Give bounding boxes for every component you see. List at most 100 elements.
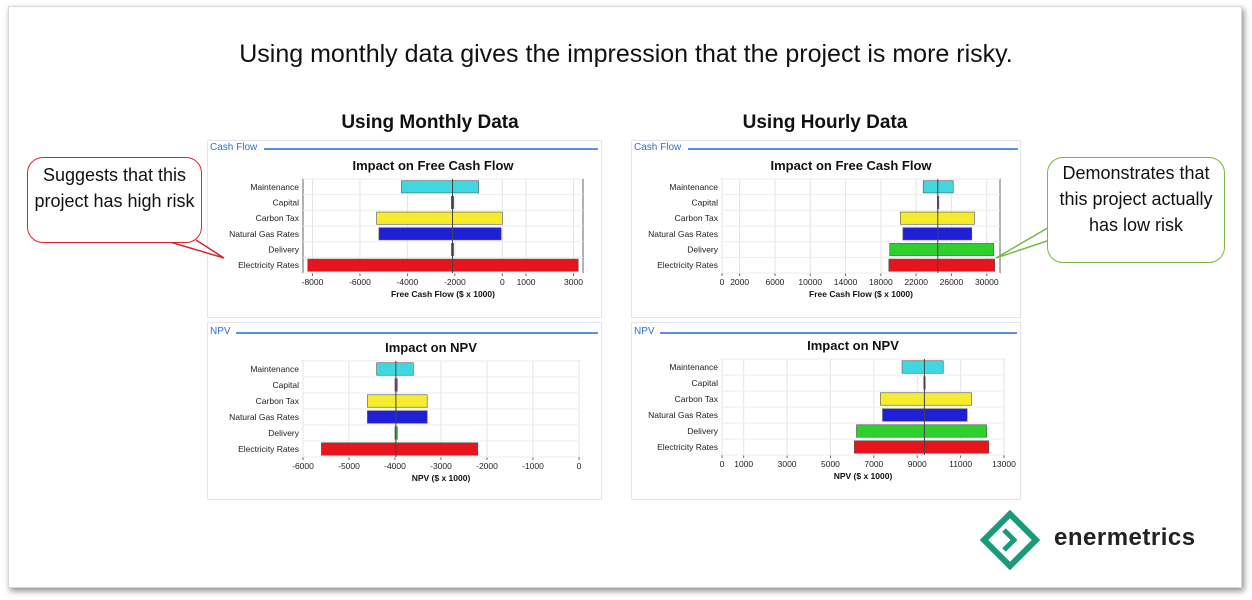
x-axis-label: NPV ($ x 1000) bbox=[834, 471, 893, 481]
panel-rule bbox=[688, 148, 1018, 150]
tick-label: 7000 bbox=[864, 459, 883, 469]
tick-label: 6000 bbox=[765, 277, 784, 287]
x-axis-label: Free Cash Flow ($ x 1000) bbox=[809, 289, 913, 299]
section-heading-hourly: Using Hourly Data bbox=[742, 112, 908, 133]
tick-label: 1000 bbox=[734, 459, 753, 469]
tick-label: 2000 bbox=[730, 277, 749, 287]
callout-low-risk: Demonstrates that this project actually … bbox=[1047, 157, 1225, 263]
tick-label: -2000 bbox=[444, 277, 466, 287]
panel-rule bbox=[660, 332, 1017, 334]
category-label: Natural Gas Rates bbox=[648, 229, 718, 239]
category-label: Capital bbox=[692, 198, 719, 208]
tick-label: 9000 bbox=[908, 459, 927, 469]
bar-maintenance bbox=[376, 362, 414, 376]
bar-electricity-rates bbox=[321, 442, 479, 456]
category-label: Maintenance bbox=[250, 182, 299, 192]
tick-label: 30000 bbox=[975, 277, 999, 287]
category-label: Maintenance bbox=[250, 364, 299, 374]
category-label: Capital bbox=[692, 378, 719, 388]
category-label: Carbon Tax bbox=[256, 396, 300, 406]
bar-carbon-tax bbox=[376, 211, 503, 225]
tick-label: 0 bbox=[500, 277, 505, 287]
chart-monthly-npv: Impact on NPV -6000 -5000 -4000 -3000 -2000 -1… bbox=[229, 340, 582, 483]
category-label: Carbon Tax bbox=[675, 394, 719, 404]
chart-title: Impact on Free Cash Flow bbox=[352, 158, 514, 173]
tick-label: -6000 bbox=[292, 461, 314, 471]
tick-label: 0 bbox=[720, 277, 725, 287]
chart-title: Impact on NPV bbox=[807, 338, 899, 353]
category-label: Capital bbox=[273, 198, 300, 208]
slide-frame bbox=[8, 6, 1242, 588]
panel-tab-npv[interactable]: NPV bbox=[634, 326, 655, 337]
tick-label: -5000 bbox=[338, 461, 360, 471]
tick-label: 3000 bbox=[564, 277, 583, 287]
panel-tab-cash-flow[interactable]: Cash Flow bbox=[634, 142, 682, 153]
category-label: Electricity Rates bbox=[238, 444, 299, 454]
tick-label: -4000 bbox=[397, 277, 419, 287]
category-label: Natural Gas Rates bbox=[648, 410, 718, 420]
category-label: Delivery bbox=[687, 245, 718, 255]
tick-label: -3000 bbox=[430, 461, 452, 471]
enermetrics-logo-mark-icon bbox=[980, 510, 1040, 570]
chart-title: Impact on NPV bbox=[385, 340, 477, 355]
panel-monthly-npv: NPV Impact on NPV -6000 -5000 -4000 -3000 -20… bbox=[207, 322, 602, 500]
category-label: Electricity Rates bbox=[238, 260, 299, 270]
category-label: Delivery bbox=[268, 428, 299, 438]
tick-label: 5000 bbox=[821, 459, 840, 469]
bar-electricity-rates bbox=[888, 258, 996, 272]
tick-label: -4000 bbox=[384, 461, 406, 471]
panel-hourly-cash-flow: Cash Flow Impact on Free Cash Flow 0 2000 6… bbox=[631, 140, 1021, 318]
chart-hourly-npv: Impact on NPV 0 1000 3000 5000 7000 9000 11000 1… bbox=[648, 338, 1016, 481]
chart-title: Impact on Free Cash Flow bbox=[770, 158, 932, 173]
tick-label: -8000 bbox=[302, 277, 324, 287]
category-label: Natural Gas Rates bbox=[229, 229, 299, 239]
x-axis-label: NPV ($ x 1000) bbox=[412, 473, 471, 483]
category-label: Maintenance bbox=[669, 182, 718, 192]
tick-label: 14000 bbox=[834, 277, 858, 287]
callout-high-risk: Suggests that this project has high risk bbox=[27, 157, 202, 243]
panel-tab-npv[interactable]: NPV bbox=[210, 326, 231, 337]
tick-label: -6000 bbox=[349, 277, 371, 287]
x-axis-label: Free Cash Flow ($ x 1000) bbox=[391, 289, 495, 299]
tick-label: 22000 bbox=[904, 277, 928, 287]
bar-delivery bbox=[889, 243, 995, 256]
enermetrics-logo-text: enermetrics bbox=[1054, 524, 1196, 551]
bar-maintenance bbox=[401, 180, 479, 194]
slide-title: Using monthly data gives the impression … bbox=[239, 40, 1013, 68]
category-label: Maintenance bbox=[669, 362, 718, 372]
panel-monthly-cash-flow: Cash Flow Impact on Free Cash Flow -8000 -… bbox=[207, 140, 602, 318]
bar-delivery bbox=[856, 424, 987, 438]
category-label: Electricity Rates bbox=[657, 260, 718, 270]
category-label: Carbon Tax bbox=[256, 213, 300, 223]
tick-label: 0 bbox=[577, 461, 582, 471]
panel-rule bbox=[264, 148, 598, 150]
tick-label: -1000 bbox=[522, 461, 544, 471]
bar-electricity-rates bbox=[307, 258, 579, 272]
enermetrics-logo: enermetrics bbox=[980, 510, 1220, 570]
chart-hourly-fcf: Impact on Free Cash Flow 0 2000 6000 10000 14… bbox=[648, 158, 1001, 299]
panel-tab-cash-flow[interactable]: Cash Flow bbox=[210, 142, 258, 153]
tick-label: 18000 bbox=[869, 277, 893, 287]
tick-label: 1000 bbox=[517, 277, 536, 287]
category-label: Carbon Tax bbox=[675, 213, 719, 223]
category-label: Capital bbox=[273, 380, 300, 390]
bar-natural-gas-rates bbox=[367, 410, 428, 424]
panel-hourly-npv: NPV Impact on NPV 0 1000 3000 5000 7000 9000 11… bbox=[631, 322, 1021, 500]
tick-label: -2000 bbox=[476, 461, 498, 471]
category-label: Electricity Rates bbox=[657, 442, 718, 452]
panel-rule bbox=[236, 332, 598, 334]
chart-monthly-fcf: Impact on Free Cash Flow -8000 -6000 -4000 -… bbox=[229, 158, 584, 299]
tick-label: 26000 bbox=[940, 277, 964, 287]
bar-carbon-tax bbox=[880, 392, 972, 406]
tick-label: 13000 bbox=[992, 459, 1016, 469]
category-label: Natural Gas Rates bbox=[229, 412, 299, 422]
tick-label: 11000 bbox=[949, 459, 972, 469]
section-heading-monthly: Using Monthly Data bbox=[341, 112, 519, 133]
category-label: Delivery bbox=[268, 245, 299, 255]
tick-label: 10000 bbox=[798, 277, 822, 287]
bar-maintenance bbox=[901, 360, 944, 374]
tick-label: 0 bbox=[720, 459, 725, 469]
bar-carbon-tax bbox=[367, 394, 428, 408]
category-label: Delivery bbox=[687, 426, 718, 436]
bar-natural-gas-rates bbox=[378, 227, 502, 241]
